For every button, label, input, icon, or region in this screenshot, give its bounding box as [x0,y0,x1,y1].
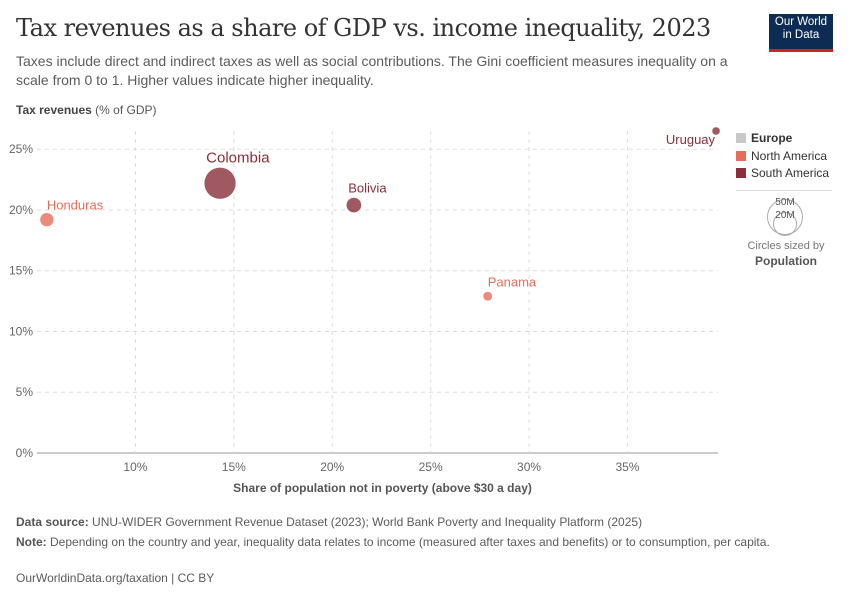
size-legend-big-label: 50M [775,197,795,208]
data-label-honduras: Honduras [47,198,104,213]
logo-line1: Our World [774,16,828,28]
legend-swatch [736,151,746,161]
data-point-colombia [203,167,237,200]
size-legend-variable: Population [755,254,817,268]
legend-label: Europe [751,131,793,145]
owid-logo[interactable]: Our World in Data [769,14,833,52]
x-tick-label: 20% [320,460,344,474]
size-legend-small-label: 20M [775,210,795,221]
y-axis-label-unit: (% of GDP) [95,103,157,117]
legend-swatch [736,168,746,178]
y-tick-label: 25% [9,142,33,156]
data-label-bolivia: Bolivia [348,180,387,195]
legend-label: North America [751,149,828,163]
chart-title: Tax revenues as a share of GDP vs. incom… [16,14,711,42]
x-axis-label: Share of population not in poverty (abov… [233,481,532,495]
legend-divider [736,190,832,191]
y-tick-label: 20% [9,203,33,217]
legend-label: South America [751,166,830,180]
y-tick-label: 5% [16,385,34,399]
source-text: UNU-WIDER Government Revenue Dataset (20… [92,515,643,529]
chart-note: Note: Depending on the country and year,… [16,534,816,550]
size-legend-caption: Circles sized by [747,240,825,252]
data-label-panama: Panama [488,275,537,290]
note-text: Depending on the country and year, inequ… [50,535,770,549]
source-url[interactable]: OurWorldinData.org/taxation | CC BY [16,571,215,585]
x-tick-label: 10% [123,460,147,474]
legend-item-north-america[interactable]: North America [736,149,827,163]
data-point-bolivia [346,197,362,213]
data-point-uruguay [711,126,721,136]
y-tick-label: 0% [16,446,34,460]
source-label: Data source: [16,515,89,529]
data-point-panama [482,291,493,302]
data-label-colombia: Colombia [206,149,270,166]
logo-line2: in Data [782,29,820,41]
legend-item-europe[interactable]: Europe [736,131,792,145]
data-point-honduras [39,212,55,227]
data-source: Data source: UNU-WIDER Government Revenu… [16,514,816,530]
data-label-uruguay: Uruguay [666,132,716,147]
x-tick-label: 30% [517,460,541,474]
y-tick-label: 15% [9,264,33,278]
y-axis-label-bold: Tax revenues [16,103,92,117]
y-tick-label: 10% [9,324,33,338]
y-axis-label: Tax revenues (% of GDP) [16,103,157,117]
x-tick-label: 35% [615,460,639,474]
legend-item-south-america[interactable]: South America [736,166,829,180]
x-tick-label: 25% [419,460,443,474]
legend-swatch [736,133,746,143]
size-legend-small-circle [773,212,797,236]
chart-subtitle: Taxes include direct and indirect taxes … [16,53,728,88]
x-tick-label: 15% [222,460,246,474]
note-label: Note: [16,535,47,549]
